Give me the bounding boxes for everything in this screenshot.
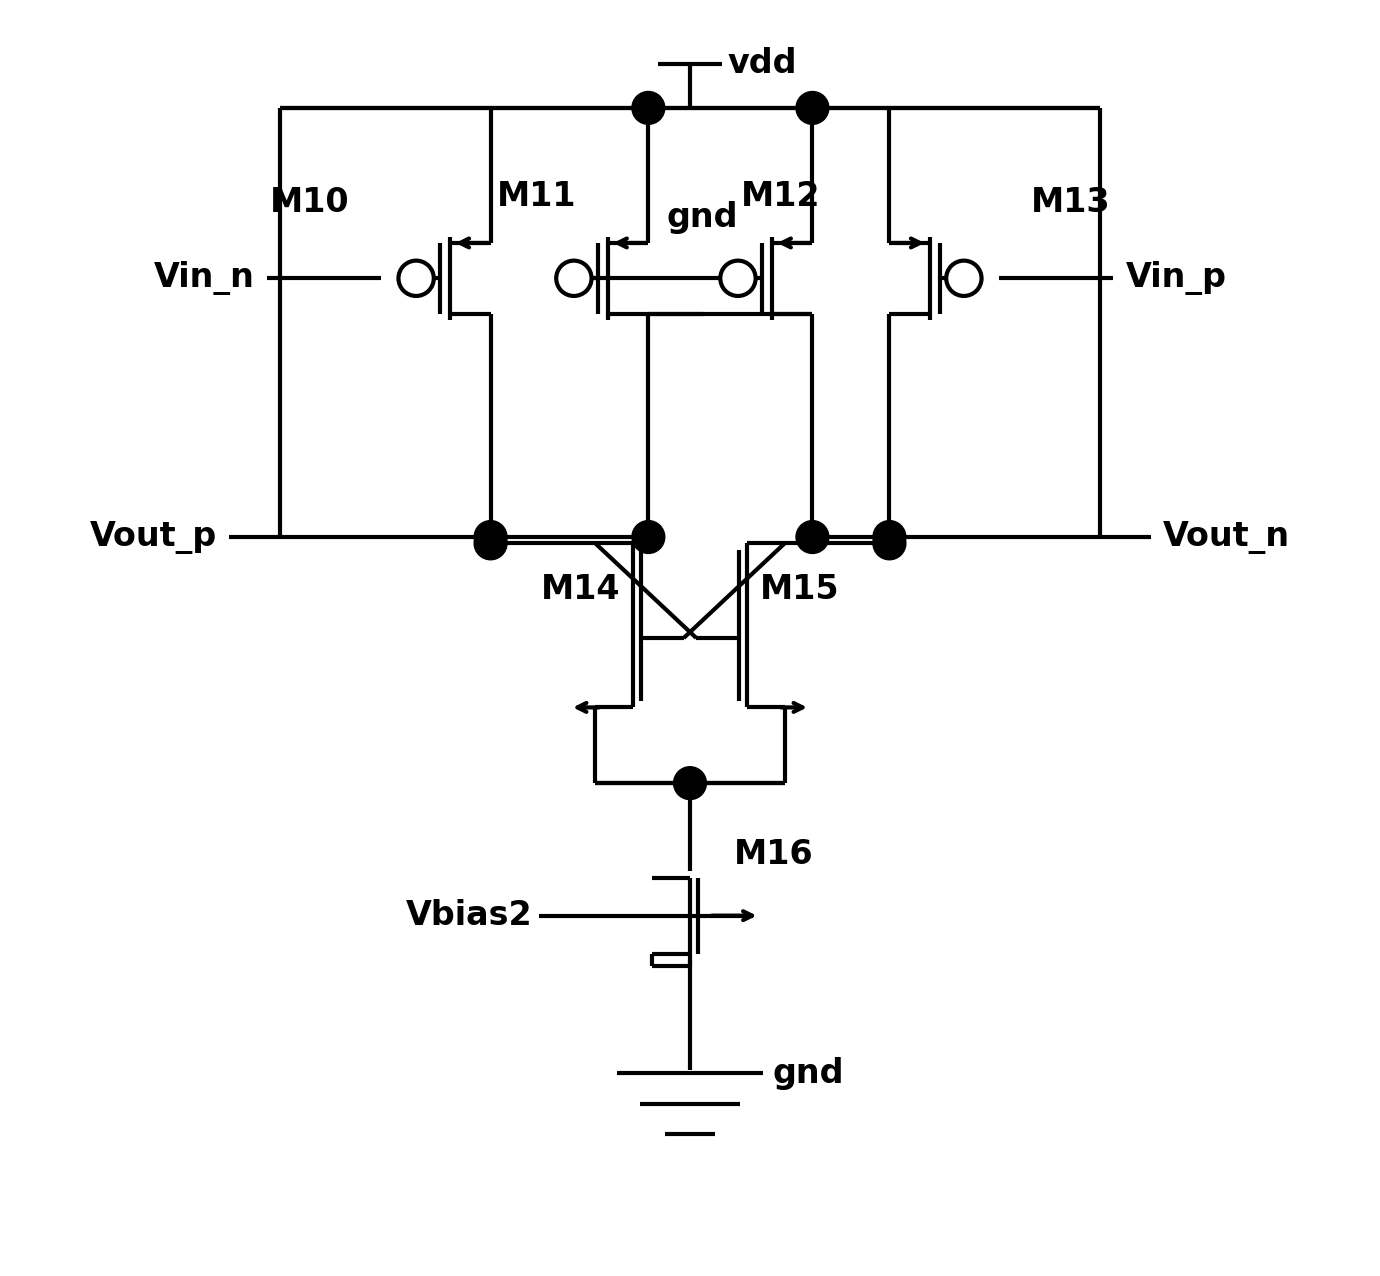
Circle shape [632,521,665,554]
Circle shape [947,260,981,296]
Text: gnd: gnd [667,202,738,234]
Circle shape [556,260,592,296]
Text: M16: M16 [734,838,814,872]
Text: Vout_p: Vout_p [90,521,217,554]
Circle shape [796,92,829,124]
Circle shape [673,767,707,800]
Text: Vin_n: Vin_n [153,262,254,295]
Circle shape [475,527,506,560]
Text: vdd: vdd [727,47,798,80]
Circle shape [399,260,433,296]
Text: M10: M10 [269,186,349,219]
Text: gnd: gnd [771,1057,843,1090]
Text: Vbias2: Vbias2 [406,900,533,933]
Text: Vin_p: Vin_p [1126,262,1227,295]
Circle shape [874,521,905,554]
Circle shape [632,92,665,124]
Text: M13: M13 [1031,186,1111,219]
Text: M14: M14 [541,573,621,606]
Text: M15: M15 [759,573,839,606]
Circle shape [874,527,905,560]
Text: Vout_n: Vout_n [1163,521,1290,554]
Text: M11: M11 [497,180,577,213]
Circle shape [475,521,506,554]
Circle shape [796,521,829,554]
Circle shape [720,260,756,296]
Text: M12: M12 [741,180,820,213]
